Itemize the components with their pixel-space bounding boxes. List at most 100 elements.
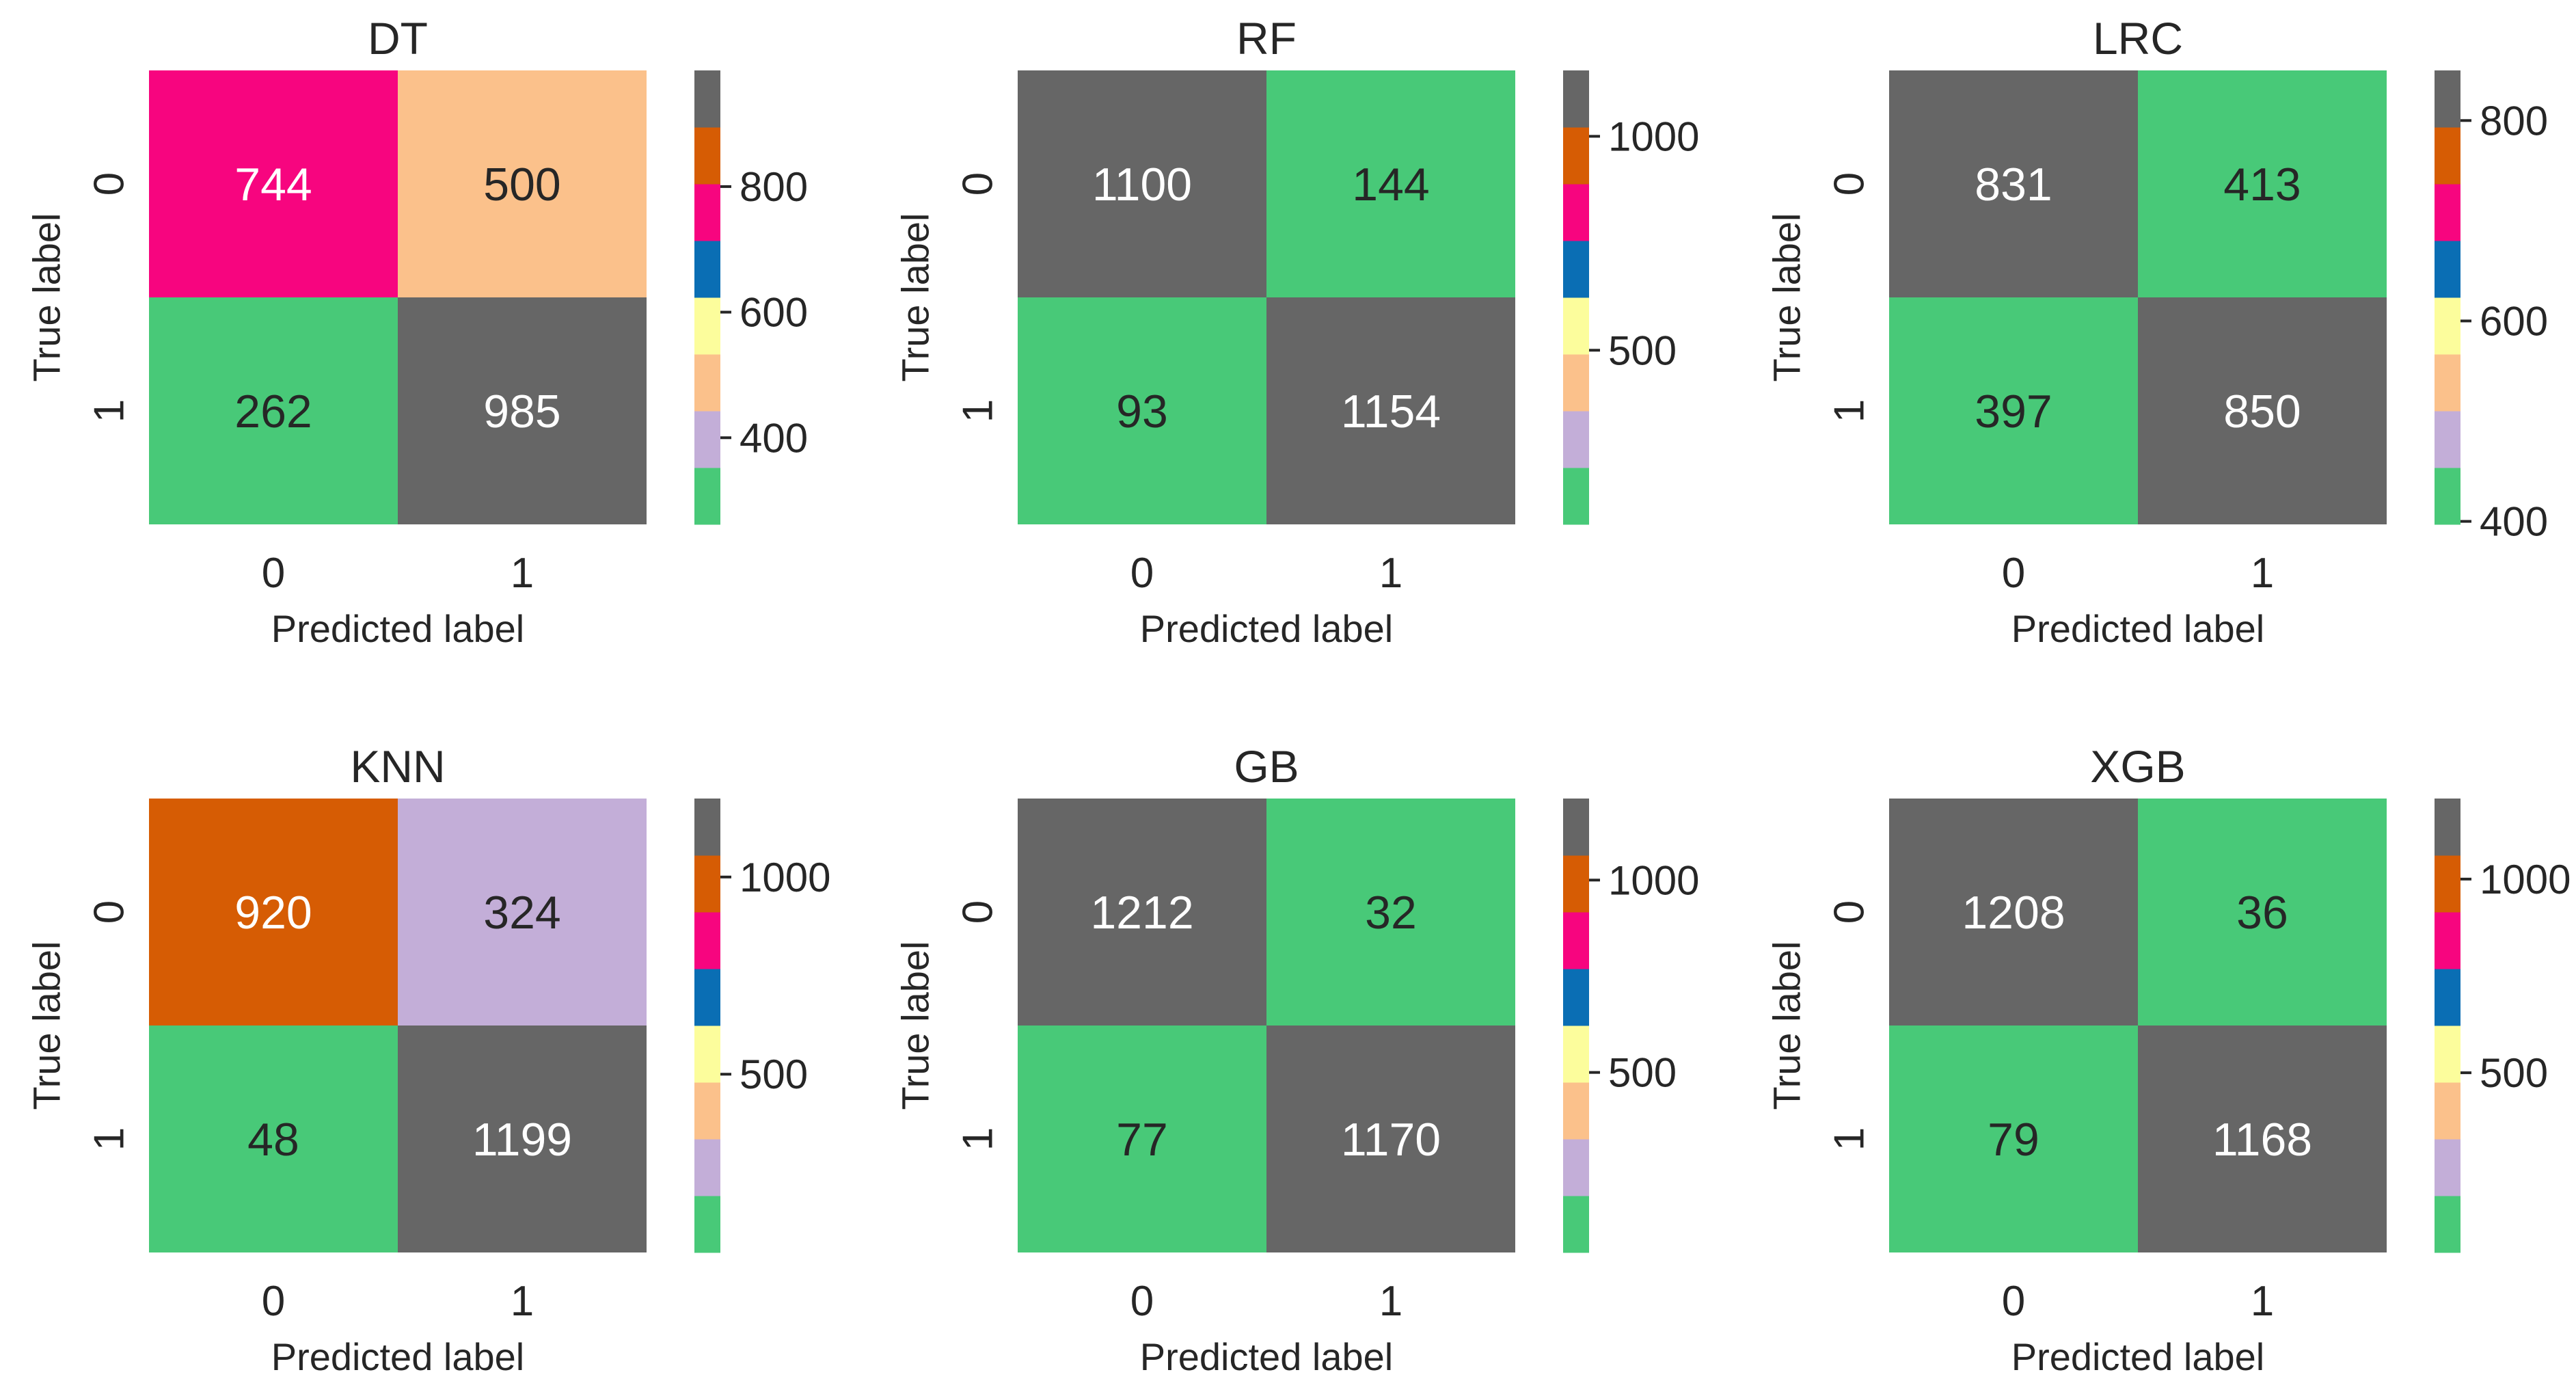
colorbar-segment <box>2435 184 2460 241</box>
heatmap-cell-1-0 <box>1889 297 2138 524</box>
y-tick-label: 0 <box>955 900 1002 924</box>
cell-value-label: 48 <box>247 1114 299 1166</box>
confusion-matrix-panel-lrc: LRC 831 413 397 850 0 1 Predicted label 0 1 True l… <box>1765 13 2549 650</box>
panel-title: GB <box>1234 741 1299 792</box>
confusion-matrix-panel-knn: KNN 920 324 48 1199 0 1 Predicted label 0 1 True l… <box>25 741 831 1378</box>
x-tick-label: 0 <box>2002 1278 2025 1325</box>
colorbar-tick-label: 800 <box>740 164 808 210</box>
panel-title: DT <box>368 13 428 64</box>
colorbar-segment <box>694 184 720 241</box>
x-tick-label: 1 <box>1379 1278 1402 1325</box>
colorbar-segment <box>694 1026 720 1083</box>
colorbar-segment <box>1563 1026 1589 1083</box>
cell-value-label: 1170 <box>1341 1114 1441 1166</box>
heatmap-cell-1-1 <box>398 297 647 524</box>
heatmap-cell-1-0 <box>149 1026 398 1252</box>
cell-value-label: 77 <box>1116 1114 1168 1166</box>
colorbar-segment <box>694 855 720 913</box>
panel-title: LRC <box>2093 13 2183 64</box>
y-tick-label: 0 <box>86 900 133 924</box>
cell-value-label: 324 <box>483 887 560 939</box>
heatmap-cell-1-0 <box>1889 1026 2138 1252</box>
cell-value-label: 1212 <box>1090 887 1193 939</box>
colorbar-tick-label: 1000 <box>2480 857 2571 902</box>
cell-value-label: 831 <box>1975 159 2052 211</box>
colorbar-tick-label: 1000 <box>1608 857 1699 903</box>
colorbar-segment <box>1563 912 1589 969</box>
colorbar-tick-label: 400 <box>740 415 808 461</box>
colorbar-segment <box>1563 468 1589 525</box>
x-tick-label: 1 <box>1379 550 1402 597</box>
colorbar-segment <box>1563 1082 1589 1140</box>
heatmap-cell-1-1 <box>1266 1026 1515 1252</box>
colorbar-segment <box>694 70 720 128</box>
cell-value-label: 262 <box>234 386 312 438</box>
x-axis-label: Predicted label <box>2011 1335 2264 1378</box>
cell-value-label: 985 <box>483 386 560 438</box>
cell-value-label: 1168 <box>2212 1114 2312 1166</box>
x-axis-label: Predicted label <box>271 1335 524 1378</box>
y-tick-label: 1 <box>86 1127 133 1151</box>
x-tick-label: 0 <box>262 550 285 597</box>
confusion-matrix-panel-xgb: XGB 1208 36 79 1168 0 1 Predicted label 0 1 True l… <box>1765 741 2571 1378</box>
panel-title: KNN <box>350 741 445 792</box>
y-tick-label: 1 <box>1826 399 1873 423</box>
cell-value-label: 1154 <box>1341 386 1441 438</box>
colorbar-segment <box>1563 855 1589 913</box>
colorbar-tick-label: 500 <box>740 1051 808 1097</box>
x-tick-label: 1 <box>511 1278 534 1325</box>
heatmap-cell-1-0 <box>1018 297 1266 524</box>
colorbar-segment <box>2435 70 2460 128</box>
colorbar-tick-label: 800 <box>2480 98 2548 144</box>
y-tick-label: 0 <box>1826 900 1873 924</box>
heatmap-cell-0-0 <box>149 799 398 1026</box>
y-axis-label: True label <box>25 213 68 382</box>
x-tick-label: 1 <box>511 550 534 597</box>
y-axis-label: True label <box>894 941 937 1110</box>
y-tick-label: 0 <box>1826 172 1873 196</box>
heatmap-cell-1-1 <box>2138 1026 2387 1252</box>
colorbar-segment <box>1563 184 1589 241</box>
cell-value-label: 1100 <box>1092 159 1192 211</box>
cell-value-label: 32 <box>1365 887 1417 939</box>
colorbar-segment <box>2435 969 2460 1026</box>
colorbar-tick-label: 500 <box>1608 1050 1677 1096</box>
colorbar-tick-label: 600 <box>740 290 808 336</box>
y-axis-label: True label <box>1765 941 1808 1110</box>
x-tick-label: 0 <box>1130 550 1154 597</box>
y-tick-label: 1 <box>1826 1127 1873 1151</box>
x-axis-label: Predicted label <box>271 607 524 650</box>
colorbar-segment <box>694 241 720 298</box>
confusion-matrix-panel-gb: GB 1212 32 77 1170 0 1 Predicted label 0 1 True la… <box>894 741 1700 1378</box>
y-axis-label: True label <box>25 941 68 1110</box>
colorbar-segment <box>1563 241 1589 298</box>
x-tick-label: 0 <box>262 1278 285 1325</box>
colorbar-segment <box>1563 127 1589 185</box>
colorbar-segment <box>694 1082 720 1140</box>
y-axis-label: True label <box>894 213 937 382</box>
heatmap-cell-0-1 <box>2138 799 2387 1026</box>
colorbar-segment <box>1563 70 1589 128</box>
x-axis-label: Predicted label <box>1140 1335 1393 1378</box>
colorbar-segment <box>2435 354 2460 412</box>
colorbar-segment <box>694 411 720 468</box>
x-tick-label: 1 <box>2251 550 2274 597</box>
colorbar-segment <box>694 297 720 355</box>
cell-value-label: 850 <box>2223 386 2301 438</box>
colorbar-segment <box>2435 1139 2460 1196</box>
cell-value-label: 920 <box>234 887 312 939</box>
colorbar-segment <box>2435 855 2460 913</box>
colorbar-tick-label: 1000 <box>740 855 830 900</box>
heatmap-cell-1-1 <box>1266 297 1515 524</box>
heatmap-cell-0-1 <box>398 70 647 297</box>
colorbar-segment <box>694 468 720 525</box>
colorbar-segment <box>1563 969 1589 1026</box>
heatmap-cell-0-1 <box>1266 70 1515 297</box>
heatmap-cell-0-0 <box>1018 70 1266 297</box>
cell-value-label: 36 <box>2236 887 2288 939</box>
colorbar-segment <box>1563 1139 1589 1196</box>
cell-value-label: 413 <box>2223 159 2301 211</box>
colorbar-segment <box>694 969 720 1026</box>
colorbar-tick-label: 1000 <box>1608 113 1699 159</box>
cell-value-label: 1208 <box>1962 887 2065 939</box>
